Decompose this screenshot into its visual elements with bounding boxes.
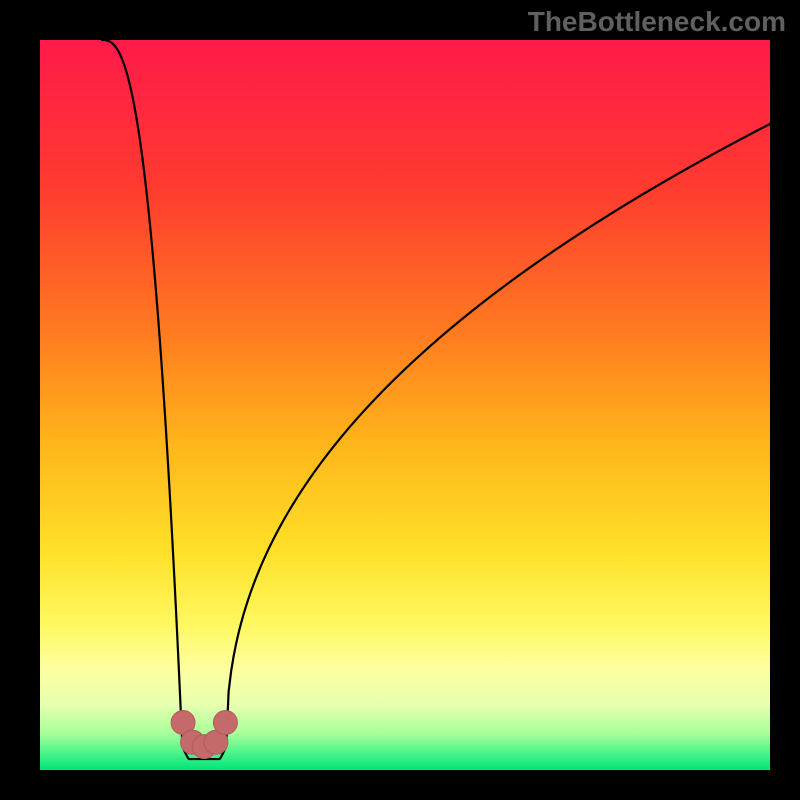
chart-svg [40, 40, 770, 770]
watermark-text: TheBottleneck.com [528, 6, 786, 38]
dip-marker [213, 711, 237, 735]
gradient-background [40, 40, 770, 770]
plot-area [40, 40, 770, 770]
